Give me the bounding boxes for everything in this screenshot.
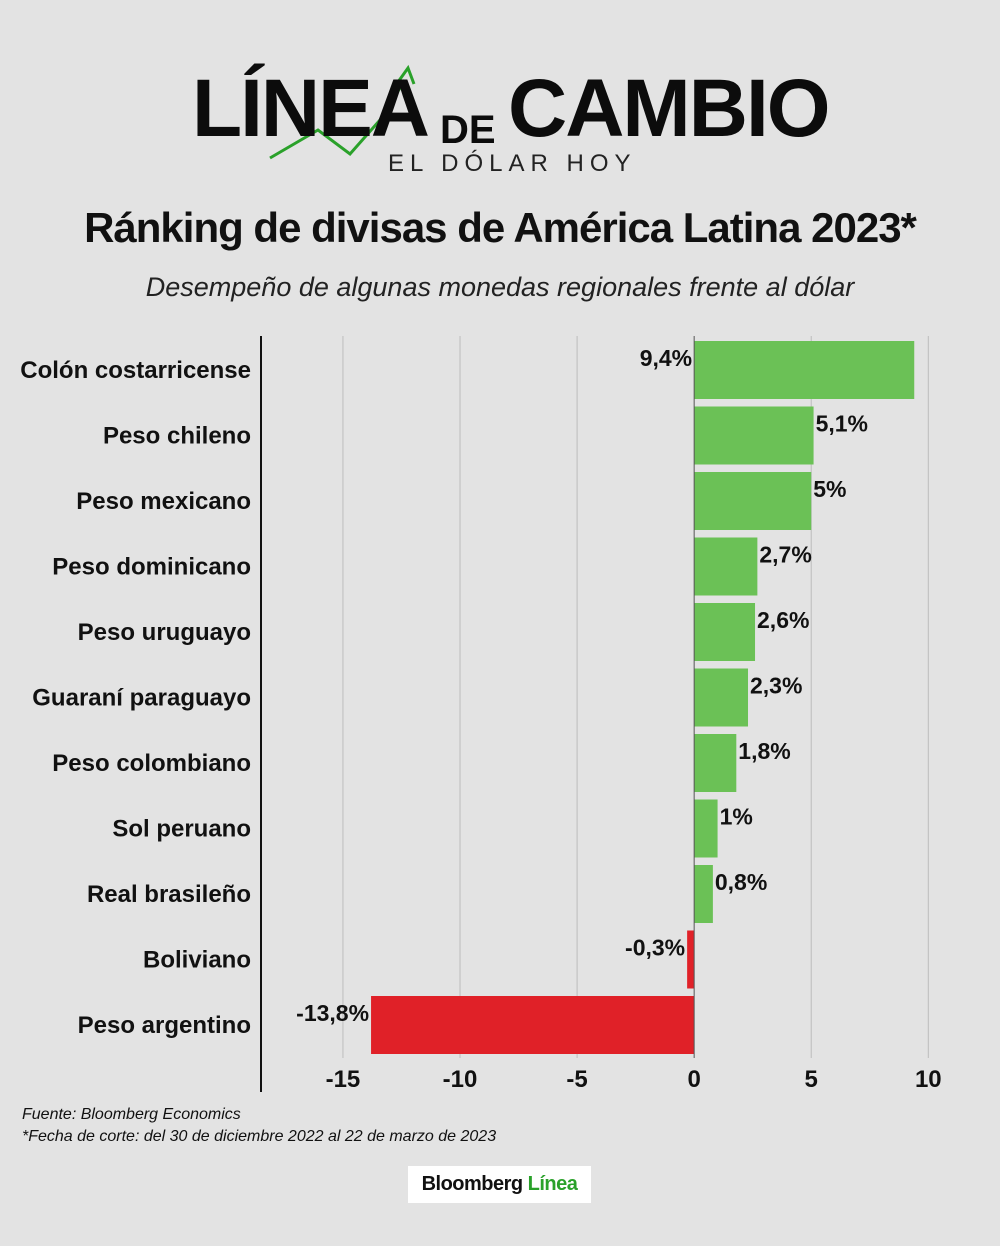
value-label: 9,4%: [640, 345, 692, 371]
category-label: Peso dominicano: [52, 554, 251, 581]
x-tick-label: 10: [915, 1066, 942, 1093]
brand-part1: Bloomberg: [421, 1173, 524, 1195]
bar: [694, 537, 758, 596]
logo-word-linea: LÍNEA: [192, 63, 430, 154]
bar: [694, 341, 915, 399]
category-label: Peso argentino: [78, 1012, 251, 1039]
logo-word-cambio: CAMBIO: [508, 63, 831, 154]
chart-subtitle: Desempeño de algunas monedas regionales …: [145, 272, 855, 302]
value-label: -13,8%: [296, 1000, 369, 1026]
category-label: Colón costarricense: [20, 357, 251, 384]
brand-part2: Línea: [527, 1173, 578, 1195]
x-tick-label: -15: [326, 1066, 361, 1093]
logo: LÍNEA DE CAMBIO EL DÓLAR HOY: [0, 60, 1000, 180]
bar: [694, 603, 756, 661]
x-tick-label: 0: [687, 1066, 700, 1093]
bar: [694, 799, 718, 858]
x-tick-label: -5: [566, 1066, 587, 1093]
bar: [694, 668, 749, 727]
category-label: Peso uruguayo: [78, 619, 251, 646]
value-label: 1%: [720, 804, 753, 830]
category-label: Peso chileno: [103, 423, 251, 450]
cutoff-note: *Fecha de corte: del 30 de diciembre 202…: [22, 1128, 497, 1145]
category-label: Peso colombiano: [52, 750, 251, 777]
x-tick-label: -10: [443, 1066, 478, 1093]
value-label: 5%: [813, 476, 846, 502]
value-label: 2,6%: [757, 607, 809, 633]
value-label: 1,8%: [738, 738, 790, 764]
notes: Fuente: Bloomberg Economics *Fecha de co…: [22, 1104, 496, 1148]
value-label: 5,1%: [816, 411, 868, 437]
category-label: Guaraní paraguayo: [32, 685, 251, 712]
bar: [687, 930, 695, 989]
value-label: 0,8%: [715, 869, 767, 895]
logo-word-de: DE: [440, 108, 496, 152]
value-label: -0,3%: [625, 935, 685, 961]
logo-tagline: EL DÓLAR HOY: [388, 150, 637, 177]
brand-logo: Bloomberg Línea: [408, 1166, 591, 1203]
trend-arrow-icon: [269, 64, 416, 160]
bar: [694, 472, 812, 530]
category-label: Sol peruano: [112, 816, 251, 843]
category-label: Real brasileño: [87, 881, 251, 908]
value-label: 2,7%: [759, 542, 811, 568]
category-label: Boliviano: [143, 947, 251, 974]
category-label: Peso mexicano: [76, 488, 251, 515]
x-tick-label: 5: [805, 1066, 818, 1093]
bar: [694, 734, 737, 792]
bar: [694, 865, 713, 923]
value-label: 2,3%: [750, 673, 802, 699]
chart-title: Ránking de divisas de América Latina 202…: [84, 204, 917, 251]
bar: [371, 996, 695, 1054]
source-note: Fuente: Bloomberg Economics: [22, 1106, 241, 1123]
bar: [694, 406, 814, 465]
